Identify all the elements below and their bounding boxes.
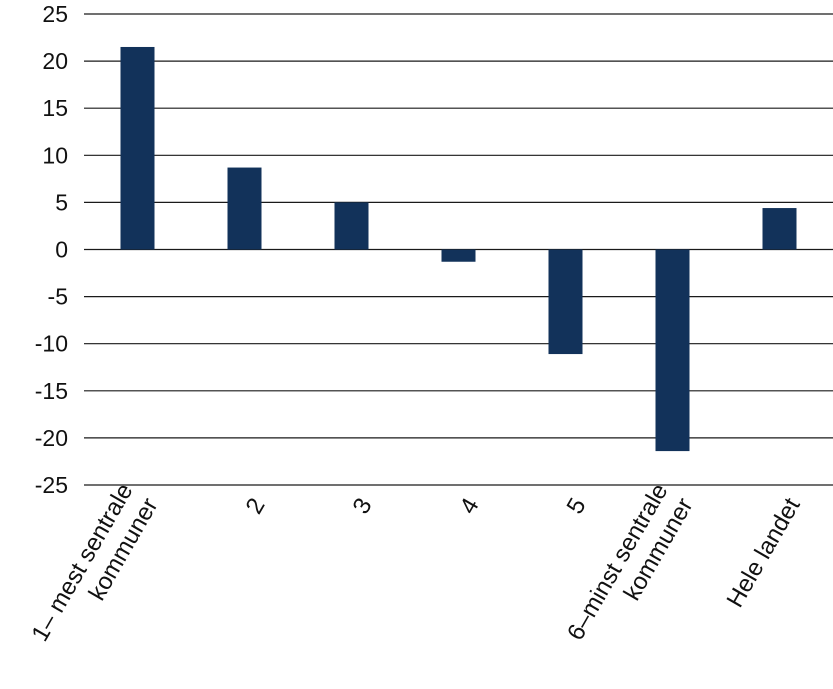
bar (120, 46, 155, 250)
x-category-label-line: 4 (455, 494, 485, 519)
x-category-label-line: 2 (241, 494, 271, 519)
y-tick-label: -15 (35, 378, 68, 404)
x-category-label: Hele landet (722, 493, 806, 612)
y-tick-label: 0 (55, 237, 68, 263)
x-category-label-line: Hele landet (722, 493, 806, 612)
y-tick-label: 25 (42, 1, 68, 27)
x-category-label: 3 (348, 494, 378, 519)
bar (762, 208, 797, 250)
y-tick-label: 20 (42, 48, 68, 74)
y-tick-label: 10 (42, 142, 68, 168)
y-tick-label: 15 (42, 95, 68, 121)
y-tick-label: 5 (55, 189, 68, 215)
y-tick-label: -25 (35, 472, 68, 498)
y-tick-label: -5 (48, 284, 68, 310)
y-axis-tick-labels: 25 20 15 10 5 0 -5 -10 -15 -20 -25 (35, 1, 68, 498)
bar (227, 167, 262, 250)
x-category-label-line: 3 (348, 494, 378, 519)
x-category-label: 5 (562, 494, 592, 519)
bars (120, 46, 797, 452)
bar (655, 249, 690, 452)
x-category-label: 1– mest sentralekommuner (26, 479, 163, 661)
y-tick-label: -20 (35, 425, 68, 451)
y-tick-label: -10 (35, 331, 68, 357)
bar (548, 249, 583, 355)
x-category-label: 4 (455, 494, 485, 519)
x-category-label: 2 (241, 494, 271, 519)
bar (334, 202, 369, 250)
bar (441, 249, 476, 262)
x-axis-category-labels: 1– mest sentralekommuner 2 3 4 56–minst sent… (26, 479, 806, 661)
x-category-label-line: 5 (562, 494, 592, 519)
